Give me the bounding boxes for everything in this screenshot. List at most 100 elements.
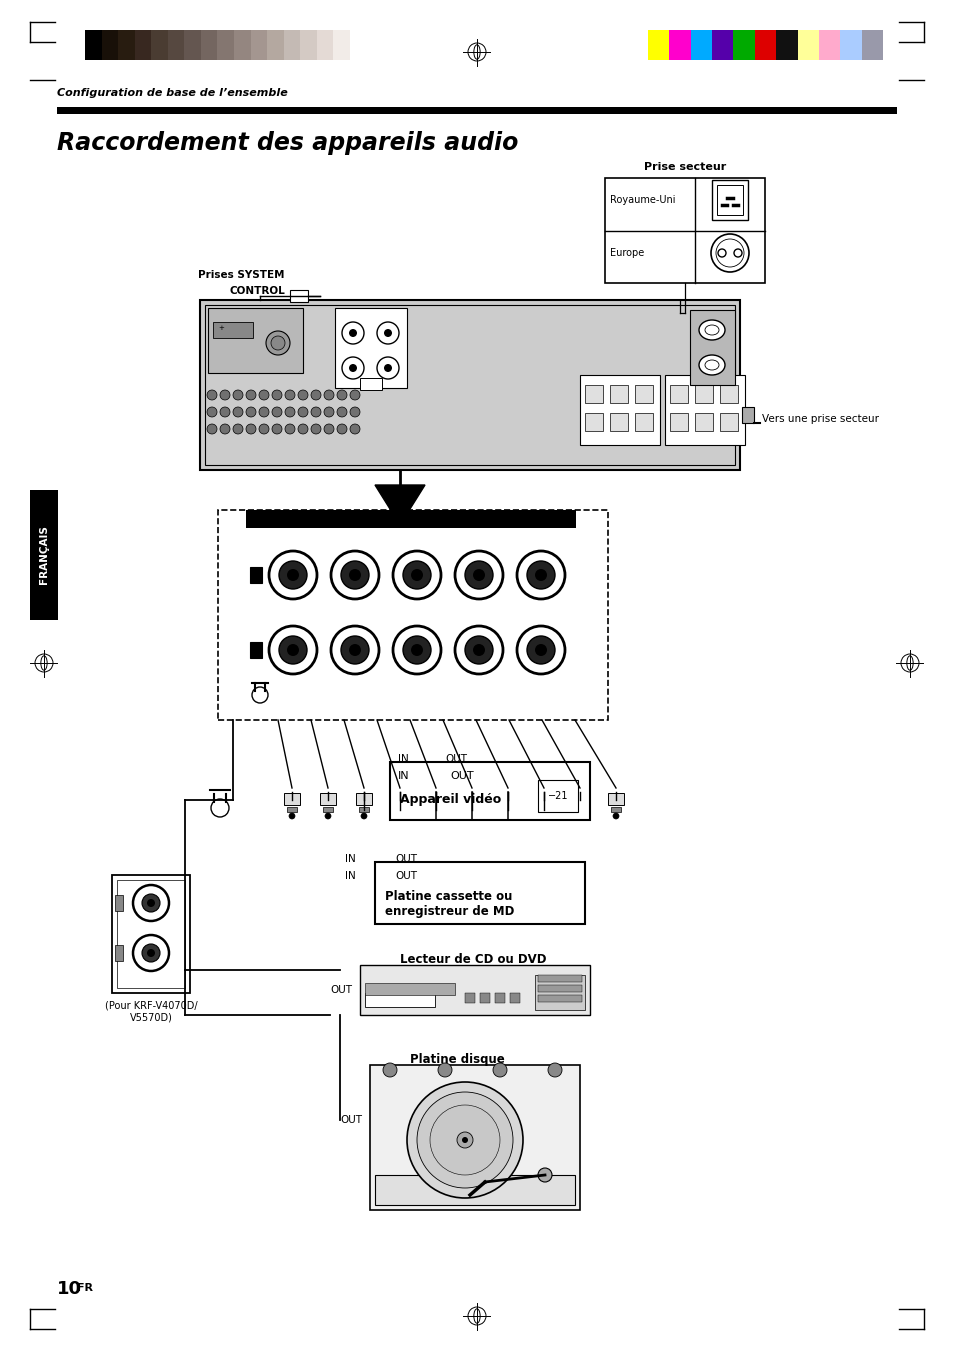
Circle shape	[258, 407, 269, 417]
Circle shape	[349, 644, 360, 657]
Circle shape	[266, 331, 290, 355]
Circle shape	[437, 1063, 452, 1077]
Text: Platine disque: Platine disque	[410, 1052, 504, 1066]
Bar	[579, 376, 659, 444]
Bar	[647, 30, 669, 59]
Circle shape	[350, 407, 359, 417]
Circle shape	[258, 424, 269, 434]
Text: −21: −21	[547, 790, 568, 801]
Bar	[213, 322, 253, 338]
Bar	[118, 30, 134, 59]
Bar	[669, 385, 687, 403]
Bar	[537, 780, 578, 812]
Bar	[250, 567, 262, 584]
Bar	[287, 807, 296, 812]
Bar	[635, 385, 652, 403]
Bar	[537, 994, 581, 1002]
Bar	[479, 993, 490, 1002]
Circle shape	[311, 407, 320, 417]
Circle shape	[324, 390, 334, 400]
Text: Europe: Europe	[609, 249, 643, 258]
Circle shape	[349, 569, 360, 581]
Bar	[711, 30, 733, 59]
Circle shape	[252, 688, 268, 703]
Circle shape	[297, 390, 308, 400]
Circle shape	[233, 424, 243, 434]
Circle shape	[577, 813, 582, 819]
Circle shape	[393, 626, 440, 674]
Ellipse shape	[716, 239, 743, 267]
Text: Platine cassette ou
enregistreur de MD: Platine cassette ou enregistreur de MD	[385, 890, 514, 917]
Text: Raccordement des appareils audio: Raccordement des appareils audio	[57, 131, 517, 155]
Circle shape	[285, 407, 294, 417]
Circle shape	[269, 626, 316, 674]
Bar	[101, 30, 118, 59]
Bar	[290, 290, 308, 303]
Bar	[669, 413, 687, 431]
Bar	[610, 807, 620, 812]
Text: Royaume-Uni: Royaume-Uni	[609, 195, 675, 205]
Text: 10: 10	[57, 1279, 82, 1298]
Circle shape	[311, 390, 320, 400]
Text: IN: IN	[397, 754, 408, 765]
Text: Prise secteur: Prise secteur	[643, 162, 725, 172]
Bar	[134, 30, 152, 59]
Circle shape	[324, 424, 334, 434]
Circle shape	[376, 357, 398, 380]
Bar	[201, 30, 217, 59]
Circle shape	[147, 948, 154, 957]
Text: +: +	[218, 326, 224, 331]
Bar	[428, 793, 443, 805]
Ellipse shape	[704, 359, 719, 370]
Bar	[537, 985, 581, 992]
Bar	[607, 793, 623, 805]
Circle shape	[341, 322, 364, 345]
Bar	[152, 30, 168, 59]
Bar	[463, 793, 479, 805]
Bar	[537, 975, 581, 982]
Bar	[334, 30, 350, 59]
Bar	[390, 762, 589, 820]
Circle shape	[455, 551, 502, 598]
Text: Configuration de base de l’ensemble: Configuration de base de l’ensemble	[57, 88, 288, 99]
Bar	[711, 180, 747, 220]
Circle shape	[211, 798, 229, 817]
Circle shape	[331, 626, 378, 674]
Text: FRANÇAIS: FRANÇAIS	[39, 526, 49, 585]
Bar	[358, 807, 369, 812]
Circle shape	[349, 363, 356, 372]
Circle shape	[297, 407, 308, 417]
Circle shape	[430, 1105, 499, 1175]
Bar	[797, 30, 818, 59]
Bar	[584, 413, 602, 431]
Polygon shape	[375, 485, 424, 526]
Circle shape	[285, 424, 294, 434]
Bar	[635, 413, 652, 431]
Bar	[117, 880, 185, 988]
Circle shape	[396, 813, 402, 819]
Bar	[669, 30, 690, 59]
Bar	[205, 305, 734, 465]
Bar	[359, 965, 589, 1015]
Circle shape	[433, 813, 438, 819]
Circle shape	[297, 424, 308, 434]
Circle shape	[246, 424, 255, 434]
Text: OUT: OUT	[395, 871, 416, 881]
Bar	[57, 107, 896, 113]
Circle shape	[246, 390, 255, 400]
Bar	[535, 975, 584, 1011]
Bar	[115, 944, 123, 961]
Bar	[200, 300, 740, 470]
Bar	[283, 30, 300, 59]
Text: IN: IN	[345, 871, 355, 881]
Circle shape	[278, 636, 307, 663]
Circle shape	[142, 944, 160, 962]
Text: IN: IN	[345, 854, 355, 865]
Text: OUT: OUT	[395, 854, 416, 865]
Bar	[720, 385, 738, 403]
Circle shape	[402, 561, 431, 589]
Bar	[218, 509, 607, 720]
Circle shape	[340, 636, 369, 663]
Circle shape	[220, 407, 230, 417]
Circle shape	[526, 636, 555, 663]
